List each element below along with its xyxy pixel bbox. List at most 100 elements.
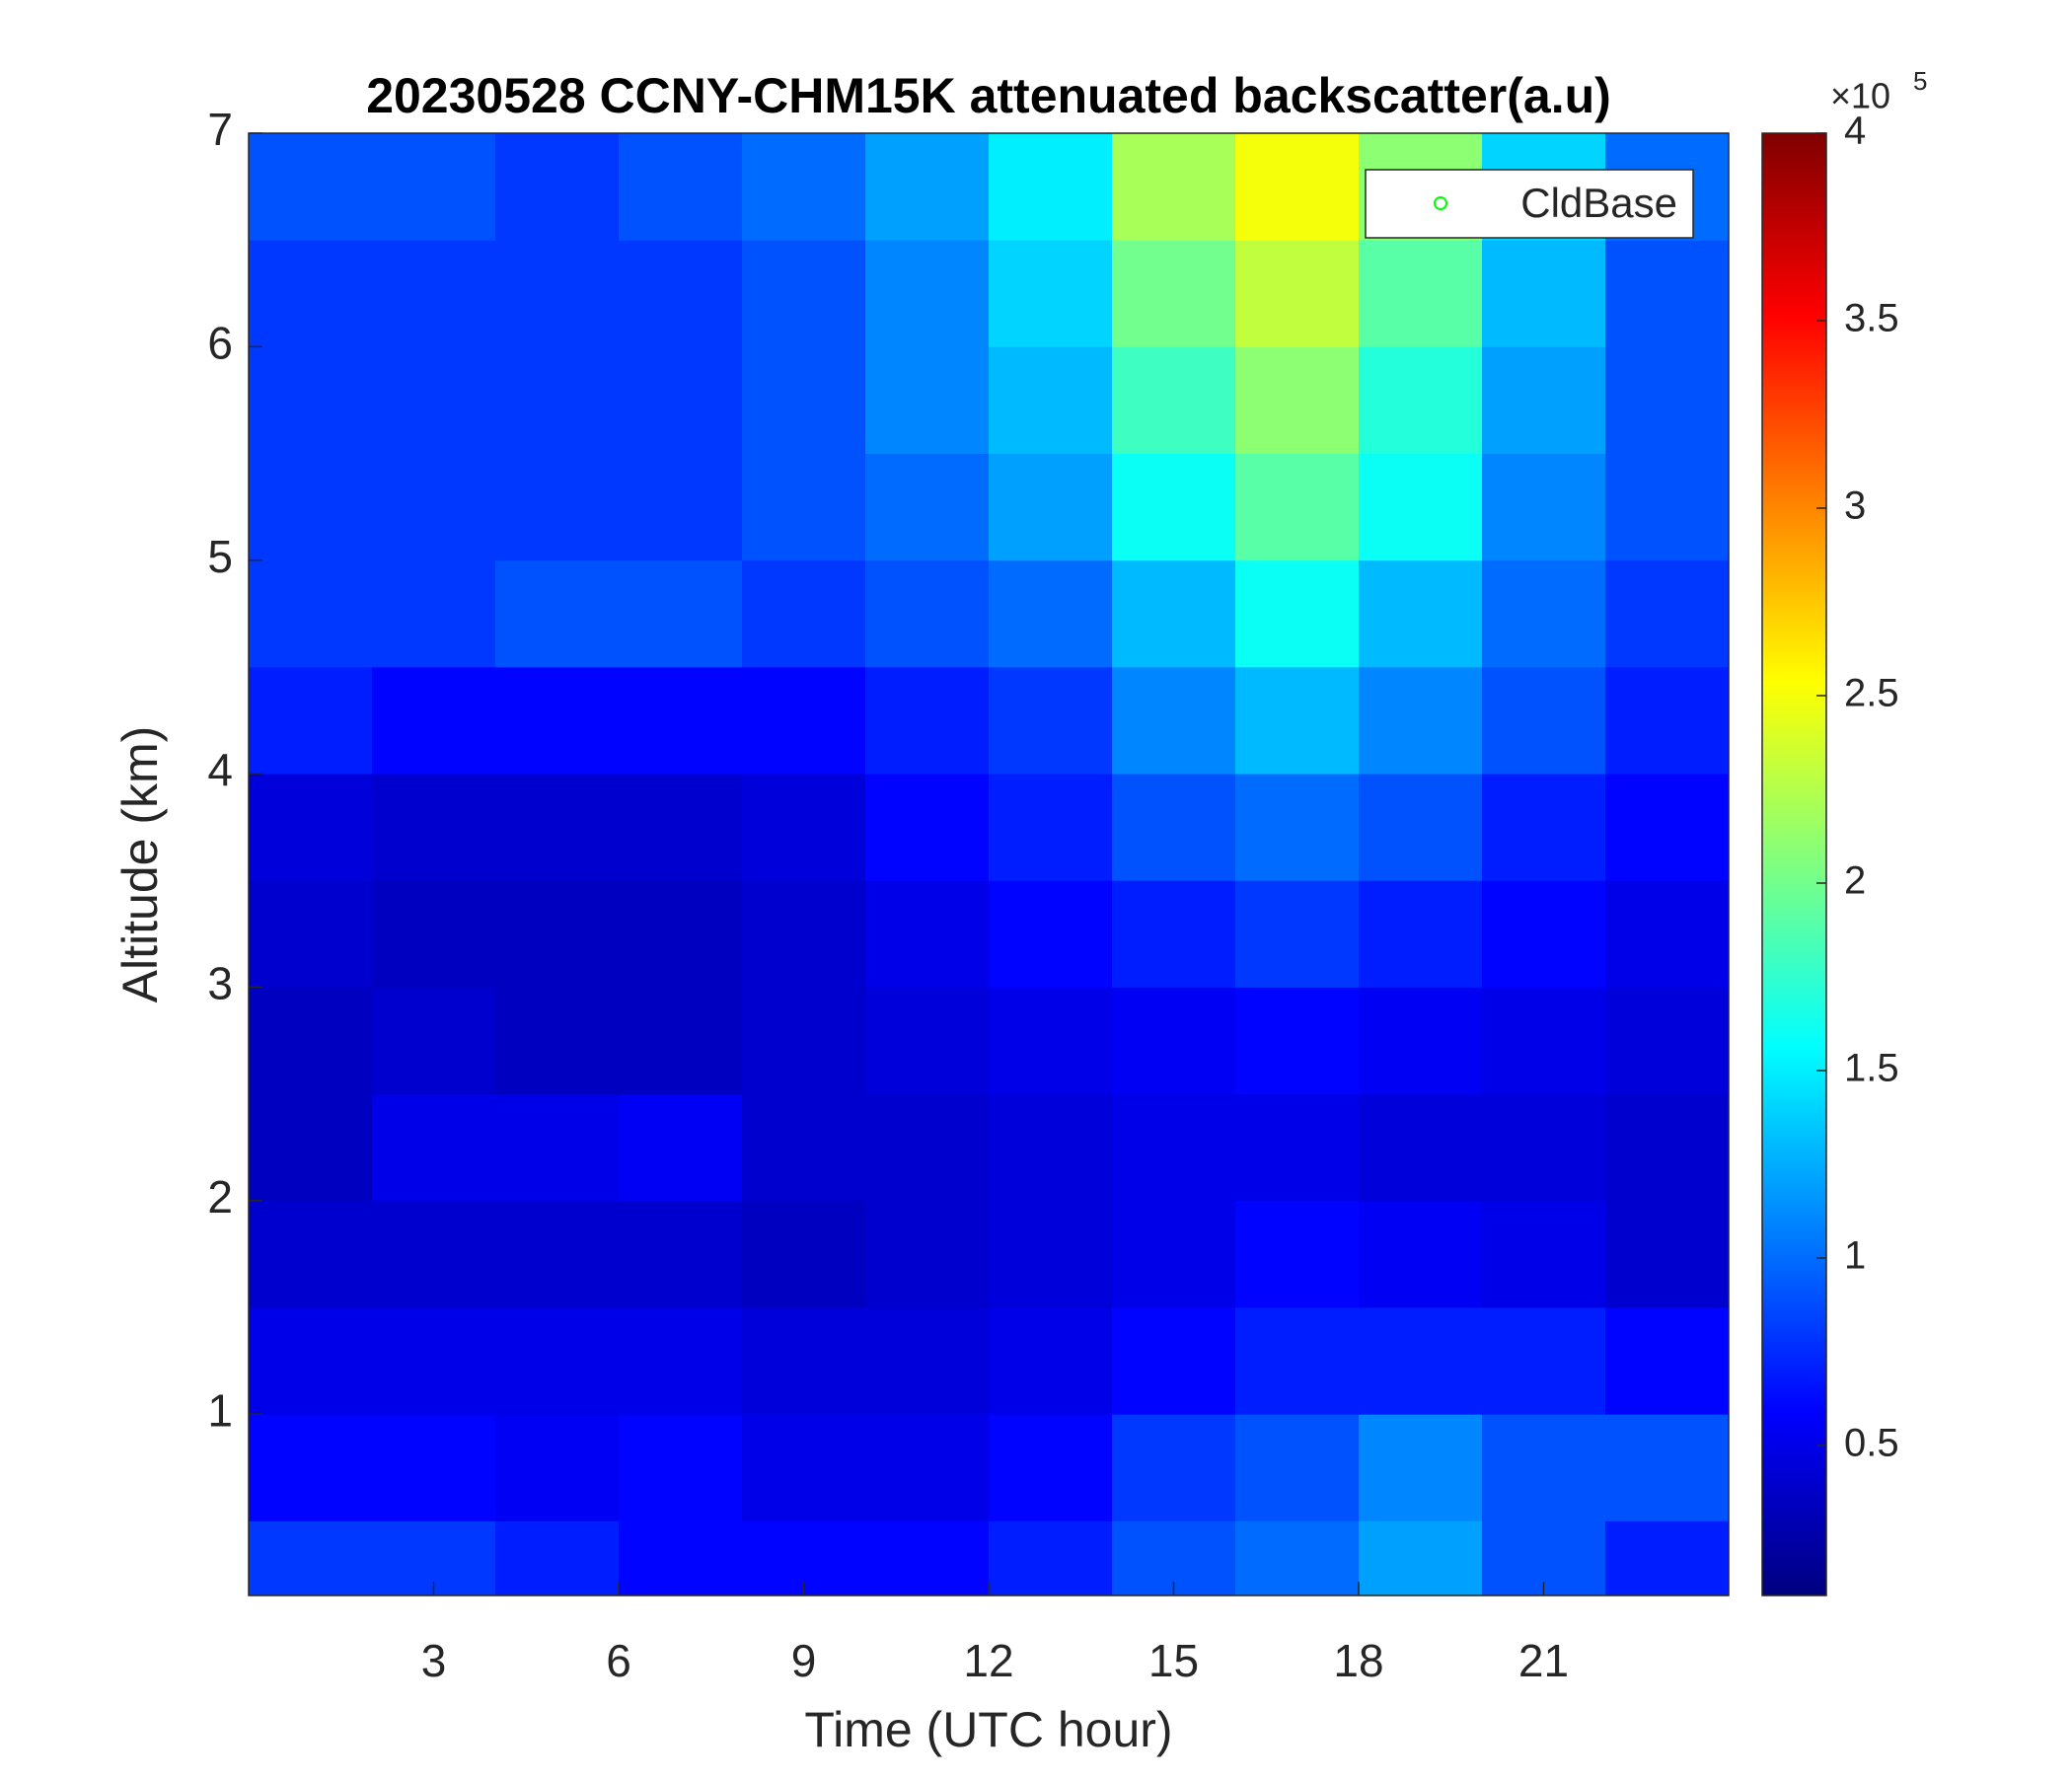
heatmap-cell xyxy=(1112,1306,1236,1415)
heatmap-cell xyxy=(372,1414,496,1521)
heatmap-cell xyxy=(1605,666,1730,775)
heatmap-cell xyxy=(989,346,1113,455)
x-tick-label: 18 xyxy=(1333,1635,1383,1686)
heatmap-cell xyxy=(1112,1093,1236,1202)
heatmap-cell xyxy=(495,880,620,988)
heatmap-cell xyxy=(495,666,620,775)
heatmap-cell xyxy=(989,774,1113,881)
heatmap-cell xyxy=(1235,1093,1360,1202)
heatmap-cell xyxy=(865,133,990,241)
heatmap-cell xyxy=(495,774,620,881)
heatmap-cell xyxy=(619,774,743,881)
heatmap-cell xyxy=(1605,240,1730,347)
heatmap-cell xyxy=(742,1306,866,1415)
heatmap-cell xyxy=(865,1521,990,1596)
heatmap-cell xyxy=(1235,1414,1360,1521)
heatmap-cell xyxy=(1359,1306,1483,1415)
heatmap-cell xyxy=(495,1093,620,1202)
heatmap-cell xyxy=(372,453,496,561)
heatmap-cell xyxy=(372,987,496,1095)
heatmap-cell xyxy=(989,1521,1113,1596)
heatmap-cell xyxy=(1359,1521,1483,1596)
heatmap-cell xyxy=(1482,774,1606,881)
heatmap-cell xyxy=(1359,346,1483,455)
heatmap-cell xyxy=(619,880,743,988)
heatmap-cell xyxy=(1482,453,1606,561)
heatmap-cell xyxy=(249,666,373,775)
colorbar-tick-label: 1.5 xyxy=(1844,1047,1899,1090)
heatmap-cell xyxy=(989,880,1113,988)
heatmap-cell xyxy=(1112,987,1236,1095)
heatmap-cell xyxy=(742,774,866,881)
heatmap-cell xyxy=(1112,666,1236,775)
heatmap-cell xyxy=(989,453,1113,561)
heatmap-cell xyxy=(495,1306,620,1415)
heatmap-cell xyxy=(1235,774,1360,881)
heatmap-cell xyxy=(372,133,496,241)
heatmap-cell xyxy=(1112,1414,1236,1521)
heatmap-cell xyxy=(619,559,743,668)
colorbar-tick-label: 4 xyxy=(1844,110,1866,153)
heatmap-cell xyxy=(249,240,373,347)
heatmap-cell xyxy=(372,774,496,881)
heatmap-cell xyxy=(619,133,743,241)
heatmap-cell xyxy=(1359,880,1483,988)
heatmap-cell xyxy=(742,453,866,561)
heatmap-cell xyxy=(1605,346,1730,455)
x-tick-label: 12 xyxy=(963,1635,1013,1686)
heatmap-cell xyxy=(1605,1414,1730,1521)
x-tick-label: 9 xyxy=(791,1635,817,1686)
heatmap-cell xyxy=(989,987,1113,1095)
heatmap-cell xyxy=(1112,774,1236,881)
heatmap-cell xyxy=(495,987,620,1095)
heatmap-cell xyxy=(1235,240,1360,347)
x-tick-label: 3 xyxy=(421,1635,447,1686)
heatmap-cell xyxy=(1235,1521,1360,1596)
heatmap-cell xyxy=(865,240,990,347)
heatmap-cell xyxy=(1605,774,1730,881)
heatmap-cell xyxy=(1605,1521,1730,1596)
heatmap-cell xyxy=(1235,880,1360,988)
heatmap-cell xyxy=(1235,453,1360,561)
heatmap-cell xyxy=(1112,1200,1236,1308)
heatmap-cell xyxy=(1235,346,1360,455)
heatmap-cell xyxy=(495,1414,620,1521)
heatmap-cell xyxy=(1359,987,1483,1095)
heatmap-cell xyxy=(989,133,1113,241)
colorbar-tick-label: 2 xyxy=(1844,859,1866,903)
heatmap-cell xyxy=(249,1521,373,1596)
colorbar-tick-label: 0.5 xyxy=(1844,1422,1899,1465)
chart-title: 20230528 CCNY-CHM15K attenuated backscat… xyxy=(366,68,1611,123)
heatmap-cell xyxy=(1112,346,1236,455)
x-tick-label: 21 xyxy=(1518,1635,1569,1686)
heatmap-cell xyxy=(619,1093,743,1202)
heatmap-cell xyxy=(249,1093,373,1202)
heatmap-cell xyxy=(619,1521,743,1596)
heatmap-cell xyxy=(372,1306,496,1415)
heatmap-cell xyxy=(742,1200,866,1308)
heatmap-cell xyxy=(619,240,743,347)
heatmap-cell xyxy=(1482,1414,1606,1521)
y-tick-label: 6 xyxy=(207,318,233,369)
heatmap-cell xyxy=(865,987,990,1095)
heatmap-cell xyxy=(1359,240,1483,347)
x-tick-label: 6 xyxy=(606,1635,631,1686)
heatmap-cell xyxy=(1482,666,1606,775)
heatmap-cell xyxy=(249,453,373,561)
heatmap-cell xyxy=(742,987,866,1095)
heatmap-cell xyxy=(619,453,743,561)
colorbar-tick-label: 3.5 xyxy=(1844,297,1899,340)
heatmap-cell xyxy=(742,133,866,241)
heatmap-cell xyxy=(1482,1200,1606,1308)
heatmap-cell xyxy=(1605,987,1730,1095)
heatmap-cell xyxy=(1482,987,1606,1095)
heatmap-cell xyxy=(1235,987,1360,1095)
heatmap-cell xyxy=(495,1521,620,1596)
heatmap-cell xyxy=(1235,666,1360,775)
heatmap-cell xyxy=(1605,1093,1730,1202)
heatmap-cell xyxy=(865,346,990,455)
heatmap-cell xyxy=(1235,1306,1360,1415)
heatmap-cell xyxy=(1605,880,1730,988)
heatmap-cell xyxy=(1235,133,1360,241)
